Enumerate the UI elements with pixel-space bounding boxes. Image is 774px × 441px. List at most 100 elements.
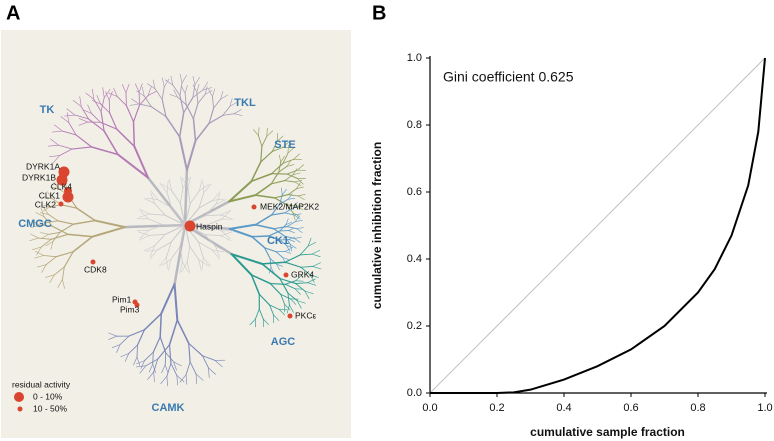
tree-branch xyxy=(297,195,305,200)
tree-branch xyxy=(148,234,166,236)
tree-branch xyxy=(178,135,188,172)
tree-branch xyxy=(196,91,199,104)
tree-branch xyxy=(282,152,289,164)
tree-branch xyxy=(48,231,61,235)
tree-branch xyxy=(287,147,295,154)
y-tick-label: 1.0 xyxy=(407,52,422,64)
tree-branch xyxy=(287,292,290,306)
inhibited-kinase-dot xyxy=(287,313,293,319)
kinase-label: MEK2/MAP2K2 xyxy=(260,201,319,211)
tree-branch xyxy=(57,220,74,225)
tree-branch xyxy=(201,257,204,270)
tree-branch xyxy=(276,263,280,271)
tree-branch xyxy=(215,245,227,252)
tree-branch xyxy=(182,177,190,189)
tree-branch xyxy=(181,85,186,94)
tree-branch xyxy=(161,77,165,88)
tree-branch xyxy=(312,262,321,267)
tree-branch xyxy=(159,312,162,338)
tree-branch xyxy=(163,78,170,88)
tree-branch xyxy=(230,253,264,265)
tree-branch xyxy=(220,214,232,219)
tree-branch xyxy=(287,188,297,195)
tree-branch xyxy=(181,74,188,84)
tree-branch xyxy=(307,237,312,247)
tree-branch xyxy=(39,222,47,228)
tree-branch xyxy=(157,344,171,360)
tree-branch xyxy=(295,282,309,284)
tree-branch xyxy=(159,256,167,267)
tree-branch xyxy=(170,246,181,260)
tree-branch xyxy=(159,336,167,354)
tree-branch xyxy=(139,365,147,374)
tree-trunk xyxy=(183,169,189,226)
tree-branch xyxy=(274,194,289,199)
tree-branch xyxy=(296,227,304,229)
tree-branch xyxy=(309,274,315,283)
tree-branch xyxy=(292,212,296,221)
tree-branch xyxy=(311,253,321,258)
tree-branch xyxy=(196,83,200,93)
tree-branch xyxy=(90,146,119,156)
tree-branch xyxy=(288,236,295,240)
tree-branch xyxy=(166,241,172,258)
tree-branch xyxy=(34,255,44,259)
kinase-label: CLK1 xyxy=(39,190,61,200)
tree-branch xyxy=(269,304,280,310)
tree-branch xyxy=(202,81,209,91)
tree-branch xyxy=(282,141,290,148)
tree-branch xyxy=(153,234,166,247)
y-tick-label: 0.0 xyxy=(407,387,422,399)
y-tick-label: 0.2 xyxy=(407,320,422,332)
tree-branch xyxy=(62,279,65,289)
tree-branch xyxy=(288,239,296,242)
tree-branch xyxy=(254,214,273,226)
tree-branch xyxy=(164,224,186,235)
tree-branch xyxy=(294,181,302,186)
tree-branch xyxy=(214,360,223,368)
tree-branch xyxy=(253,129,259,137)
tree-branch xyxy=(254,308,260,320)
tree-branch xyxy=(222,105,231,116)
tree-branch xyxy=(287,193,293,200)
tree-branch xyxy=(47,191,53,199)
tree-branch xyxy=(295,275,302,282)
tree-branch xyxy=(292,201,298,209)
tree-branch xyxy=(138,235,150,241)
tree-branch xyxy=(139,210,149,220)
tree-branch xyxy=(161,183,172,191)
tree-branch xyxy=(50,138,59,146)
tree-branch xyxy=(233,109,242,115)
tree-branch xyxy=(284,235,291,245)
tree-branch xyxy=(116,128,136,148)
tree-branch xyxy=(282,158,294,164)
tree-branch xyxy=(280,293,286,305)
tree-branch xyxy=(284,261,302,268)
tree-branch xyxy=(147,224,164,231)
tree-branch xyxy=(220,90,224,100)
tree-branch xyxy=(116,96,127,106)
tree-branch xyxy=(111,344,121,349)
tree-branch xyxy=(143,245,155,252)
inhibited-kinase-dot xyxy=(283,272,289,278)
tree-branch xyxy=(254,223,275,230)
tree-branch xyxy=(91,88,95,100)
tree-branch xyxy=(38,237,52,240)
tree-branch xyxy=(146,197,159,200)
tree-branch xyxy=(192,102,199,120)
y-tick-label: 0.6 xyxy=(407,186,422,198)
tree-branch xyxy=(152,79,156,90)
tree-branch xyxy=(206,218,223,226)
tree-branch xyxy=(48,213,59,222)
tree-branch xyxy=(159,183,168,193)
tree-branch xyxy=(293,214,301,220)
x-tick-label: 0.6 xyxy=(623,402,638,414)
tree-branch xyxy=(136,90,145,97)
x-tick-label: 0.2 xyxy=(489,402,504,414)
tree-branch xyxy=(164,364,169,374)
tree-branch xyxy=(184,92,187,106)
tree-branch xyxy=(30,233,39,239)
tree-branch xyxy=(161,364,166,374)
annotation: Gini coefficient 0.625 xyxy=(443,69,574,85)
tree-branch xyxy=(266,130,274,137)
